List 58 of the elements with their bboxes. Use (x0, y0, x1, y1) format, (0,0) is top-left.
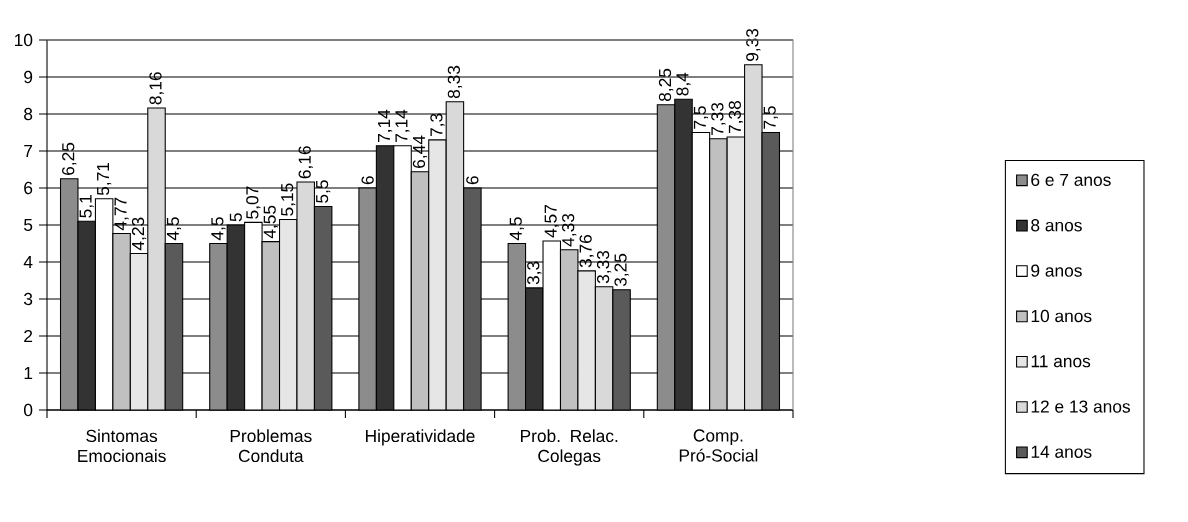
data-label: 4,5 (166, 217, 182, 241)
y-tick-label: 9 (24, 70, 33, 84)
x-tick-label: Hiperatividade (366, 429, 475, 446)
data-label: 5,5 (316, 180, 331, 203)
y-tick-label: 0 (23, 403, 33, 417)
data-label: 6 (361, 176, 374, 185)
y-tick-label: 7 (24, 145, 33, 157)
legend-label: 9 anos (1031, 264, 1082, 277)
data-label: 6 (466, 176, 479, 185)
legend-label: 6 e 7 anos (1031, 173, 1111, 187)
legend-label: 8 anos (1031, 219, 1082, 232)
data-label: 4,23 (131, 217, 147, 251)
x-tick-label: Sintomas Emocionais (78, 429, 166, 463)
legend-label: 12 e 13 anos (1031, 400, 1130, 413)
legend-label: 10 anos (1031, 309, 1092, 323)
data-label: 7,5 (693, 106, 709, 129)
y-tick-label: 8 (24, 107, 33, 121)
data-label: 8,33 (447, 65, 463, 99)
data-label: 6,16 (298, 146, 313, 179)
data-label: 4,77 (114, 197, 129, 231)
data-label: 5,15 (281, 183, 296, 216)
legend-label: 14 anos (1031, 445, 1092, 458)
data-label: 6,25 (62, 142, 77, 175)
data-label: 7,38 (728, 101, 744, 134)
data-label: 3,3 (527, 261, 542, 285)
data-label: 5,71 (97, 162, 112, 196)
y-tick-label: 5 (24, 218, 33, 232)
data-label: 4,55 (263, 205, 278, 239)
y-tick-label: 10 (15, 33, 33, 47)
y-tick-label: 1 (24, 367, 33, 379)
data-label: 6,44 (412, 135, 428, 168)
data-label: 3,25 (614, 253, 629, 287)
data-label: 7,33 (711, 102, 726, 135)
legend-label: 11 anos (1031, 355, 1091, 368)
data-label: 5,07 (246, 186, 261, 219)
data-label: 4,33 (562, 213, 577, 247)
data-label: 5,1 (79, 195, 94, 218)
y-tick-label: 3 (23, 292, 33, 306)
data-label: 7,3 (430, 113, 445, 137)
data-label: 3,76 (579, 234, 594, 268)
y-tick-label: 2 (24, 329, 33, 343)
data-label: 8,16 (149, 72, 164, 105)
data-label: 5 (229, 213, 242, 222)
data-label: 9,33 (746, 28, 761, 62)
x-tick-label: Comp. Pró-Social (679, 429, 758, 462)
data-label: 8,25 (658, 68, 674, 102)
data-label: 7,14 (395, 109, 410, 142)
data-label: 4,5 (211, 217, 226, 241)
data-label: 8,4 (676, 72, 691, 96)
data-label: 4,5 (509, 217, 524, 241)
x-tick-label: Problemas Conduta (230, 429, 312, 463)
y-tick-label: 4 (23, 256, 33, 268)
data-label: 7,5 (763, 106, 778, 129)
x-tick-label: Prob. Relac. Colegas (521, 429, 618, 466)
y-tick-label: 6 (24, 181, 33, 195)
data-label: 7,14 (378, 109, 393, 142)
data-label: 3,33 (596, 250, 612, 284)
data-label: 4,57 (544, 205, 559, 238)
